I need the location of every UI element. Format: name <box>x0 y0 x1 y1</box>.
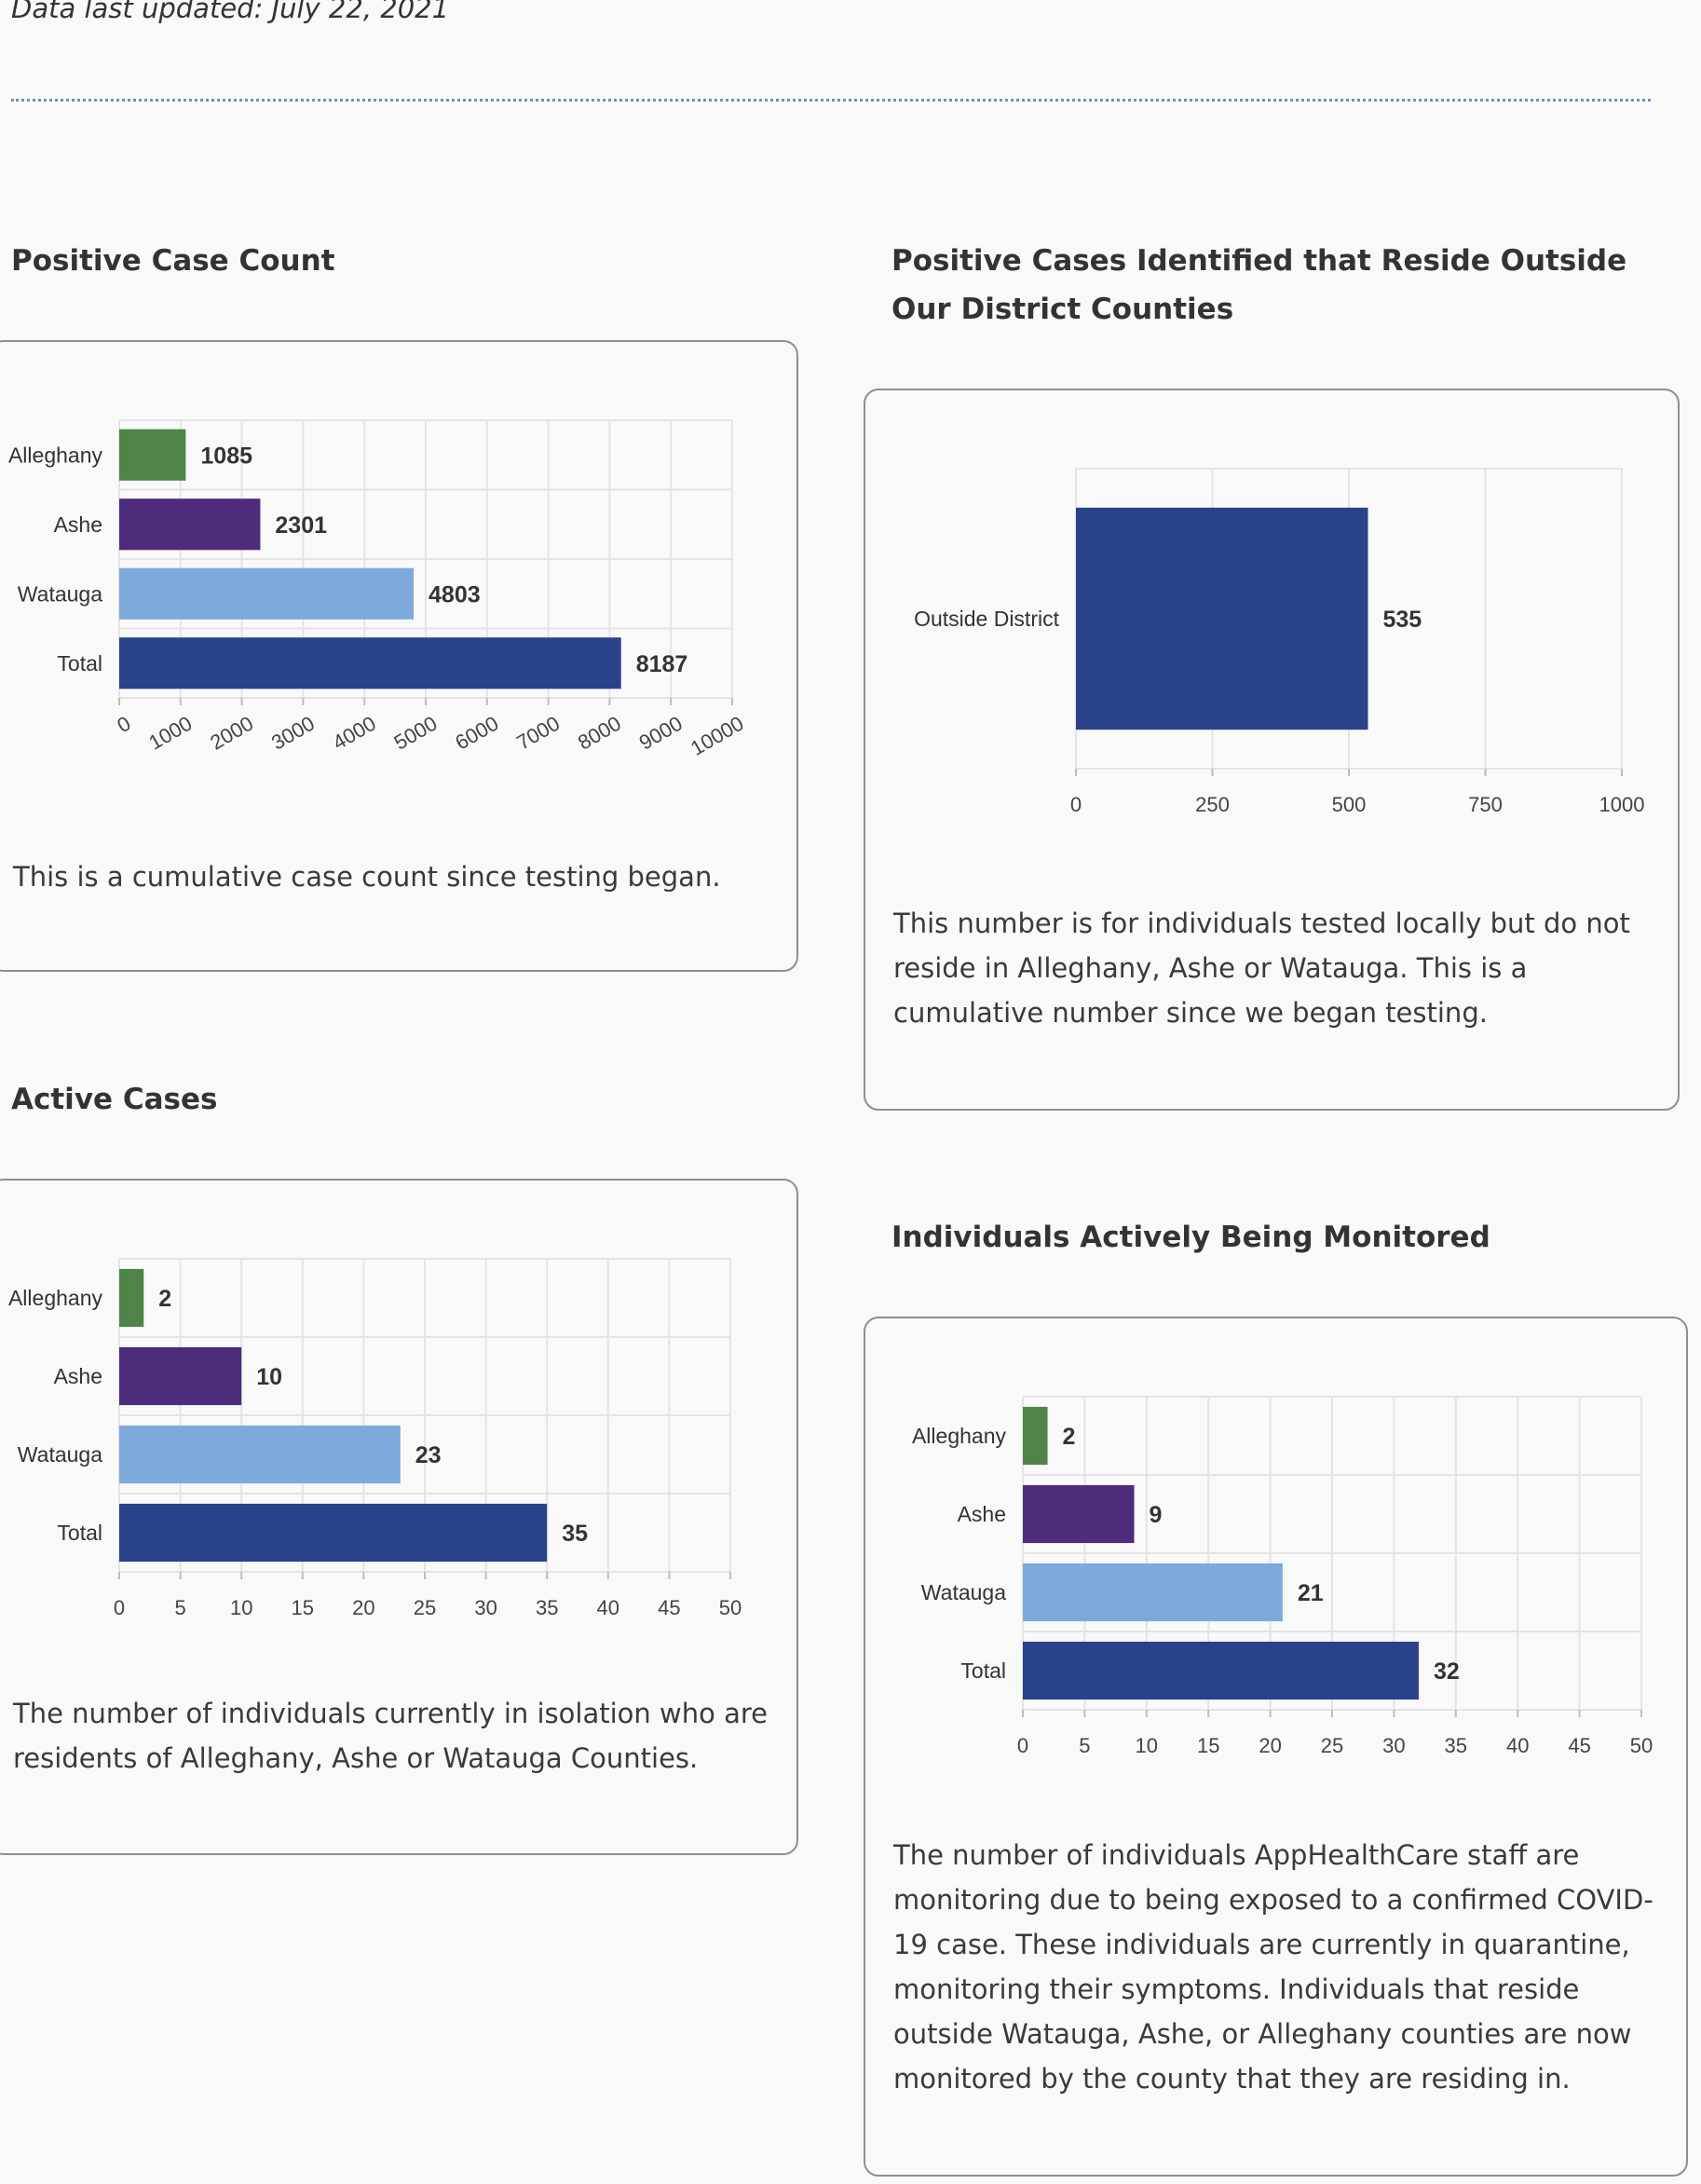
category-label: Total <box>57 651 102 676</box>
positive-case-count-chart: Alleghany 1085 Ashe 2301 Watauga 4803 Total 818… <box>8 419 748 760</box>
tick-label: 10000 <box>687 712 747 760</box>
category-label: Alleghany <box>8 443 103 467</box>
category-label: Watauga <box>921 1580 1006 1604</box>
last-updated-text: Data last updated: July 22, 2021 <box>11 0 450 24</box>
bar-total <box>119 1503 548 1563</box>
bar-alleghany <box>1023 1406 1048 1466</box>
tick-label: 3000 <box>267 712 319 755</box>
outside-district-card: Outside District 535 0 250 500 750 1000 This n… <box>864 389 1680 1111</box>
outside-district-chart: Outside District 535 0 250 500 750 1000 <box>914 468 1645 816</box>
category-label: Outside District <box>914 607 1060 631</box>
bar-watauga <box>119 567 415 620</box>
tick-label: 500 <box>1332 793 1367 816</box>
bar-total <box>1023 1641 1419 1700</box>
actively-monitored-chart: Alleghany 2 Ashe 9 Watauga 21 Total 32 0 5 10 15 20 2… <box>912 1396 1653 1757</box>
bar-ashe <box>119 1346 242 1406</box>
tick-label: 20 <box>1259 1734 1281 1757</box>
actively-monitored-title: Individuals Actively Being Monitored <box>891 1221 1490 1254</box>
tick-label: 10 <box>1136 1734 1158 1757</box>
tick-label: 30 <box>1382 1734 1405 1757</box>
tick-label: 0 <box>114 1596 125 1619</box>
bar-alleghany <box>119 1268 144 1328</box>
actively-monitored-description: The number of individuals AppHealthCare … <box>893 1839 1653 2095</box>
tick-label: 40 <box>597 1596 619 1619</box>
positive-case-count-card: Alleghany 1085 Ashe 2301 Watauga 4803 Total 818… <box>0 340 798 972</box>
bar-watauga <box>119 1425 401 1484</box>
tick-label: 25 <box>414 1596 436 1619</box>
outside-district-description: This number is for individuals tested lo… <box>893 908 1630 1029</box>
value-label: 32 <box>1434 1658 1460 1685</box>
bar-alleghany <box>119 429 186 481</box>
tick-label: 7000 <box>512 712 564 755</box>
tick-label: 15 <box>292 1596 314 1619</box>
tick-label: 15 <box>1197 1734 1219 1757</box>
tick-label: 250 <box>1195 793 1230 816</box>
actively-monitored-card: Alleghany 2 Ashe 9 Watauga 21 Total 32 0 5 10 15 20 2… <box>864 1317 1688 2177</box>
tick-label: 50 <box>719 1596 742 1619</box>
category-label: Watauga <box>18 581 102 606</box>
outside-district-title: Positive Cases Identified that Reside Ou… <box>891 244 1627 326</box>
dotted-divider <box>11 99 1651 102</box>
active-cases-chart: Alleghany 2 Ashe 10 Watauga 23 Total 35 0 5 10 15 20… <box>8 1258 742 1619</box>
value-label: 2301 <box>275 512 327 539</box>
tick-label: 30 <box>474 1596 497 1619</box>
category-label: Ashe <box>958 1502 1006 1526</box>
tick-label: 40 <box>1506 1734 1529 1757</box>
category-label: Ashe <box>54 512 102 537</box>
tick-label: 10 <box>230 1596 252 1619</box>
category-label: Alleghany <box>912 1424 1007 1448</box>
value-label: 1085 <box>200 443 252 469</box>
value-label: 2 <box>1063 1424 1076 1450</box>
tick-label: 5 <box>174 1596 185 1619</box>
tick-label: 9000 <box>635 712 687 755</box>
category-label: Alleghany <box>8 1286 103 1310</box>
tick-label: 2000 <box>206 712 257 755</box>
tick-label: 5 <box>1079 1734 1090 1757</box>
active-cases-description: The number of individuals currently in i… <box>13 1698 768 1774</box>
bar-ashe <box>119 498 261 551</box>
bar-watauga <box>1023 1563 1283 1622</box>
tick-label: 20 <box>352 1596 374 1619</box>
tick-label: 750 <box>1468 793 1503 816</box>
bar-outside-district <box>1076 507 1368 730</box>
tick-label: 45 <box>658 1596 680 1619</box>
tick-label: 0 <box>1070 793 1082 816</box>
value-label: 23 <box>415 1442 442 1468</box>
tick-label: 35 <box>536 1596 558 1619</box>
active-cases-card: Alleghany 2 Ashe 10 Watauga 23 Total 35 0 5 10 15 20… <box>0 1179 798 1855</box>
value-label: 2 <box>158 1286 171 1312</box>
tick-label: 5000 <box>390 712 442 755</box>
tick-label: 0 <box>113 712 134 738</box>
tick-label: 45 <box>1568 1734 1590 1757</box>
tick-label: 50 <box>1630 1734 1653 1757</box>
value-label: 35 <box>562 1521 588 1547</box>
category-label: Total <box>960 1658 1006 1683</box>
category-label: Ashe <box>54 1364 102 1388</box>
category-label: Watauga <box>18 1442 102 1467</box>
active-cases-title: Active Cases <box>11 1083 218 1116</box>
value-label: 21 <box>1298 1580 1324 1606</box>
value-label: 8187 <box>636 651 688 677</box>
tick-label: 6000 <box>451 712 502 755</box>
value-label: 535 <box>1383 607 1422 633</box>
bar-total <box>119 637 621 689</box>
positive-case-count-description: This is a cumulative case count since te… <box>13 861 721 893</box>
tick-label: 35 <box>1445 1734 1467 1757</box>
tick-label: 1000 <box>1599 793 1645 816</box>
tick-label: 25 <box>1321 1734 1343 1757</box>
tick-label: 0 <box>1017 1734 1028 1757</box>
tick-label: 4000 <box>329 712 380 755</box>
positive-case-count-title: Positive Case Count <box>11 244 335 278</box>
value-label: 10 <box>256 1364 282 1390</box>
value-label: 4803 <box>429 581 481 607</box>
tick-label: 1000 <box>144 712 196 755</box>
value-label: 9 <box>1150 1502 1163 1528</box>
category-label: Total <box>57 1521 102 1545</box>
tick-label: 8000 <box>574 712 625 755</box>
bar-ashe <box>1023 1484 1135 1544</box>
